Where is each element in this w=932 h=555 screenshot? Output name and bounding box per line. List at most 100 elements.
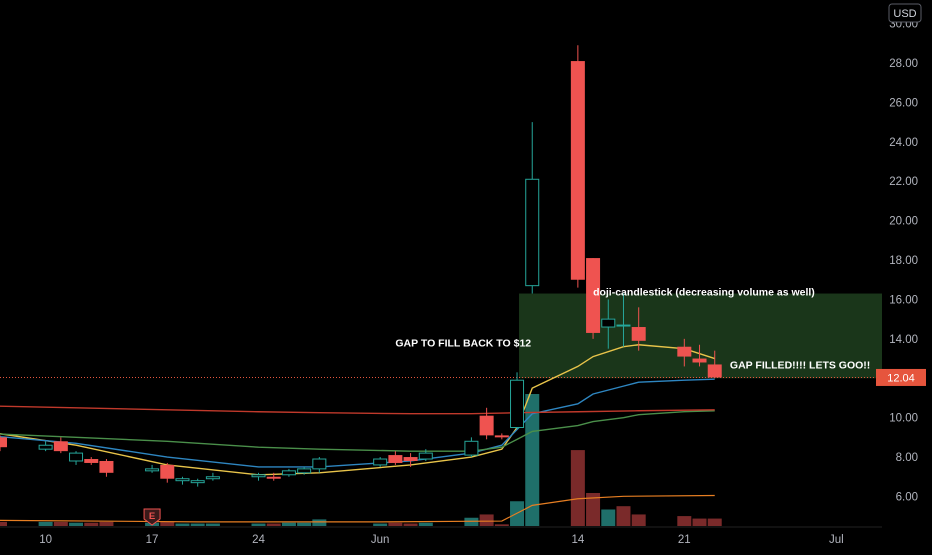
- volume-bar: [373, 523, 388, 526]
- candle-body: [160, 464, 175, 479]
- x-tick-label: 21: [678, 534, 691, 546]
- earnings-marker: E: [143, 508, 161, 526]
- volume-bar: [175, 523, 190, 526]
- annotation-text: GAP TO FILL BACK TO $12: [395, 338, 531, 350]
- candle-body: [38, 444, 53, 450]
- candle: [479, 407, 494, 440]
- volume-bar: [251, 523, 266, 526]
- candle-body: [403, 457, 418, 461]
- candle: [510, 372, 525, 430]
- candle: [388, 451, 403, 465]
- y-tick-label: 14.00: [889, 334, 918, 346]
- x-tick-label: 17: [146, 534, 159, 546]
- volume-bar: [692, 518, 707, 526]
- volume-bar: [312, 519, 327, 526]
- candle: [464, 437, 479, 458]
- candle-body: [69, 452, 84, 462]
- candle: [53, 437, 68, 454]
- candle: [205, 472, 220, 481]
- candle-body: [677, 346, 692, 357]
- y-tick-label: 10.00: [889, 413, 918, 425]
- volume-bar: [281, 522, 296, 526]
- x-tick-label: 14: [571, 534, 584, 546]
- candle-body: [281, 470, 296, 476]
- candle: [281, 468, 296, 477]
- volume-bar: [631, 514, 646, 526]
- y-tick-label: 18.00: [889, 255, 918, 267]
- candle: [570, 45, 585, 288]
- candle-body: [586, 258, 601, 333]
- volume-bar: [69, 522, 84, 526]
- currency-badge[interactable]: USD: [888, 3, 922, 23]
- volume-bar: [707, 518, 722, 526]
- candle-body: [99, 460, 114, 473]
- candle: [403, 453, 418, 467]
- candle: [373, 457, 388, 467]
- candle: [84, 457, 99, 465]
- candle: [251, 472, 266, 481]
- y-tick-label: 26.00: [889, 97, 918, 109]
- volume-bar: [418, 522, 433, 526]
- candle-body: [84, 459, 99, 463]
- candle-body: [707, 364, 722, 378]
- candle: [631, 307, 646, 351]
- volume-bar: [205, 523, 220, 526]
- candle-body: [388, 455, 403, 463]
- candle-body: [190, 480, 205, 484]
- candle: [707, 350, 722, 379]
- annotation-text: doji-candlestick (decreasing volume as w…: [593, 287, 815, 299]
- candle: [160, 462, 175, 483]
- y-tick-label: 28.00: [889, 58, 918, 70]
- candle: [601, 299, 616, 349]
- candle: [312, 457, 327, 473]
- volume-bar: [388, 522, 403, 526]
- candle: [38, 441, 53, 452]
- candle-body: [464, 440, 479, 456]
- candle-body: [145, 468, 160, 472]
- volume-bar: [570, 450, 585, 526]
- candle: [69, 451, 84, 465]
- candle: [0, 435, 7, 452]
- y-tick-label: 6.00: [896, 491, 918, 503]
- candle-body: [692, 358, 707, 363]
- candle-body: [570, 61, 585, 280]
- x-tick-label: Jul: [829, 534, 844, 546]
- y-tick-label: 24.00: [889, 137, 918, 149]
- volume-bar: [53, 521, 68, 526]
- candle-body: [0, 437, 7, 448]
- last-price-tag: 12.04: [876, 368, 926, 386]
- candle: [297, 466, 312, 475]
- candle: [692, 344, 707, 367]
- candle-body: [312, 458, 327, 470]
- candle-body: [494, 435, 509, 438]
- y-axis: 30.0028.0026.0024.0022.0020.0018.0016.00…: [889, 19, 918, 504]
- volume-bar: [464, 517, 479, 526]
- candle-body: [418, 452, 433, 460]
- annotations-layer: doji-candlestick (decreasing volume as w…: [143, 287, 870, 526]
- earnings-marker-shape: [143, 508, 161, 526]
- volume-layer: [0, 394, 722, 526]
- y-tick-label: 20.00: [889, 216, 918, 228]
- moving-average-line: [0, 410, 715, 452]
- annotation-text: GAP FILLED!!!! LETS GOO!!: [730, 359, 870, 371]
- candle-body: [297, 468, 312, 474]
- volume-bar: [601, 509, 616, 526]
- candle: [99, 459, 114, 477]
- y-tick-label: 16.00: [889, 294, 918, 306]
- candle: [418, 449, 433, 461]
- moving-average-line: [0, 378, 715, 468]
- candle-body: [631, 327, 646, 341]
- candle: [190, 478, 205, 487]
- candles-layer: [0, 45, 722, 487]
- candle: [175, 476, 190, 485]
- candle-body: [53, 441, 68, 452]
- moving-average-layer: [0, 344, 715, 476]
- candle-body: [525, 178, 540, 287]
- moving-average-line: [0, 405, 715, 415]
- candle: [586, 258, 601, 339]
- volume-bar: [160, 521, 175, 526]
- candle: [266, 472, 281, 481]
- volume-bar: [99, 521, 114, 526]
